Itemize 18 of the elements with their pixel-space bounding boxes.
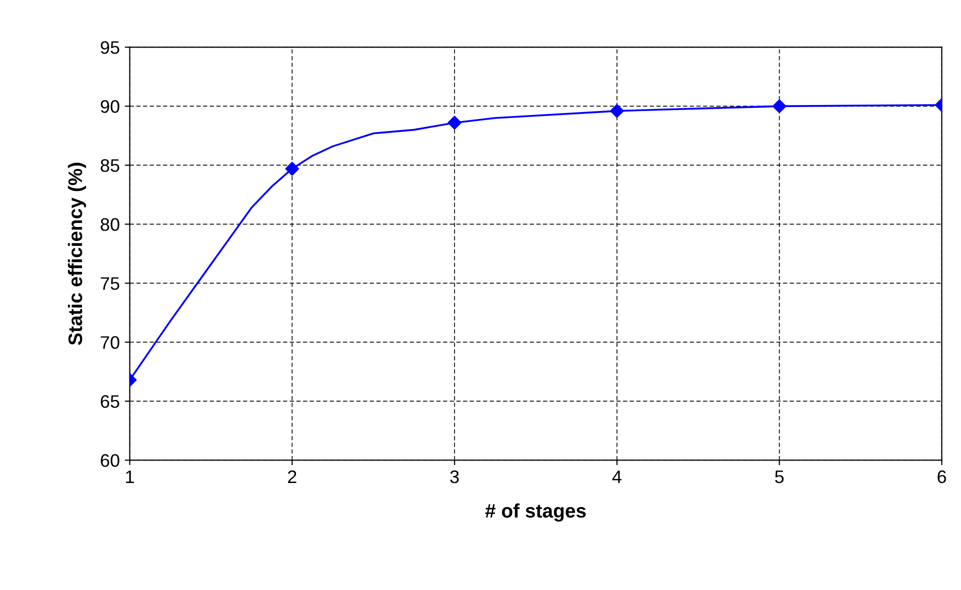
y-axis-title: Static efficiency (%) <box>68 162 86 345</box>
y-tick-label: 90 <box>100 100 120 113</box>
y-tick-label: 60 <box>100 454 120 467</box>
x-axis-title: # of stages <box>485 503 586 522</box>
x-tick-label: 5 <box>775 470 784 484</box>
y-tick-label: 70 <box>100 336 120 349</box>
x-tick-label: 4 <box>612 470 622 484</box>
y-tick-label: 80 <box>100 218 120 231</box>
x-tick-label: 1 <box>126 470 134 484</box>
x-tick-label: 6 <box>938 470 946 484</box>
x-tick-label: 2 <box>288 470 296 484</box>
y-tick-label: 65 <box>100 395 120 408</box>
y-tick-label: 85 <box>100 159 120 172</box>
point <box>448 116 462 130</box>
y-tick-label: 75 <box>100 277 120 290</box>
point <box>610 104 624 118</box>
x-tick-label: 3 <box>450 470 459 484</box>
y-tick-label: 95 <box>100 41 120 54</box>
